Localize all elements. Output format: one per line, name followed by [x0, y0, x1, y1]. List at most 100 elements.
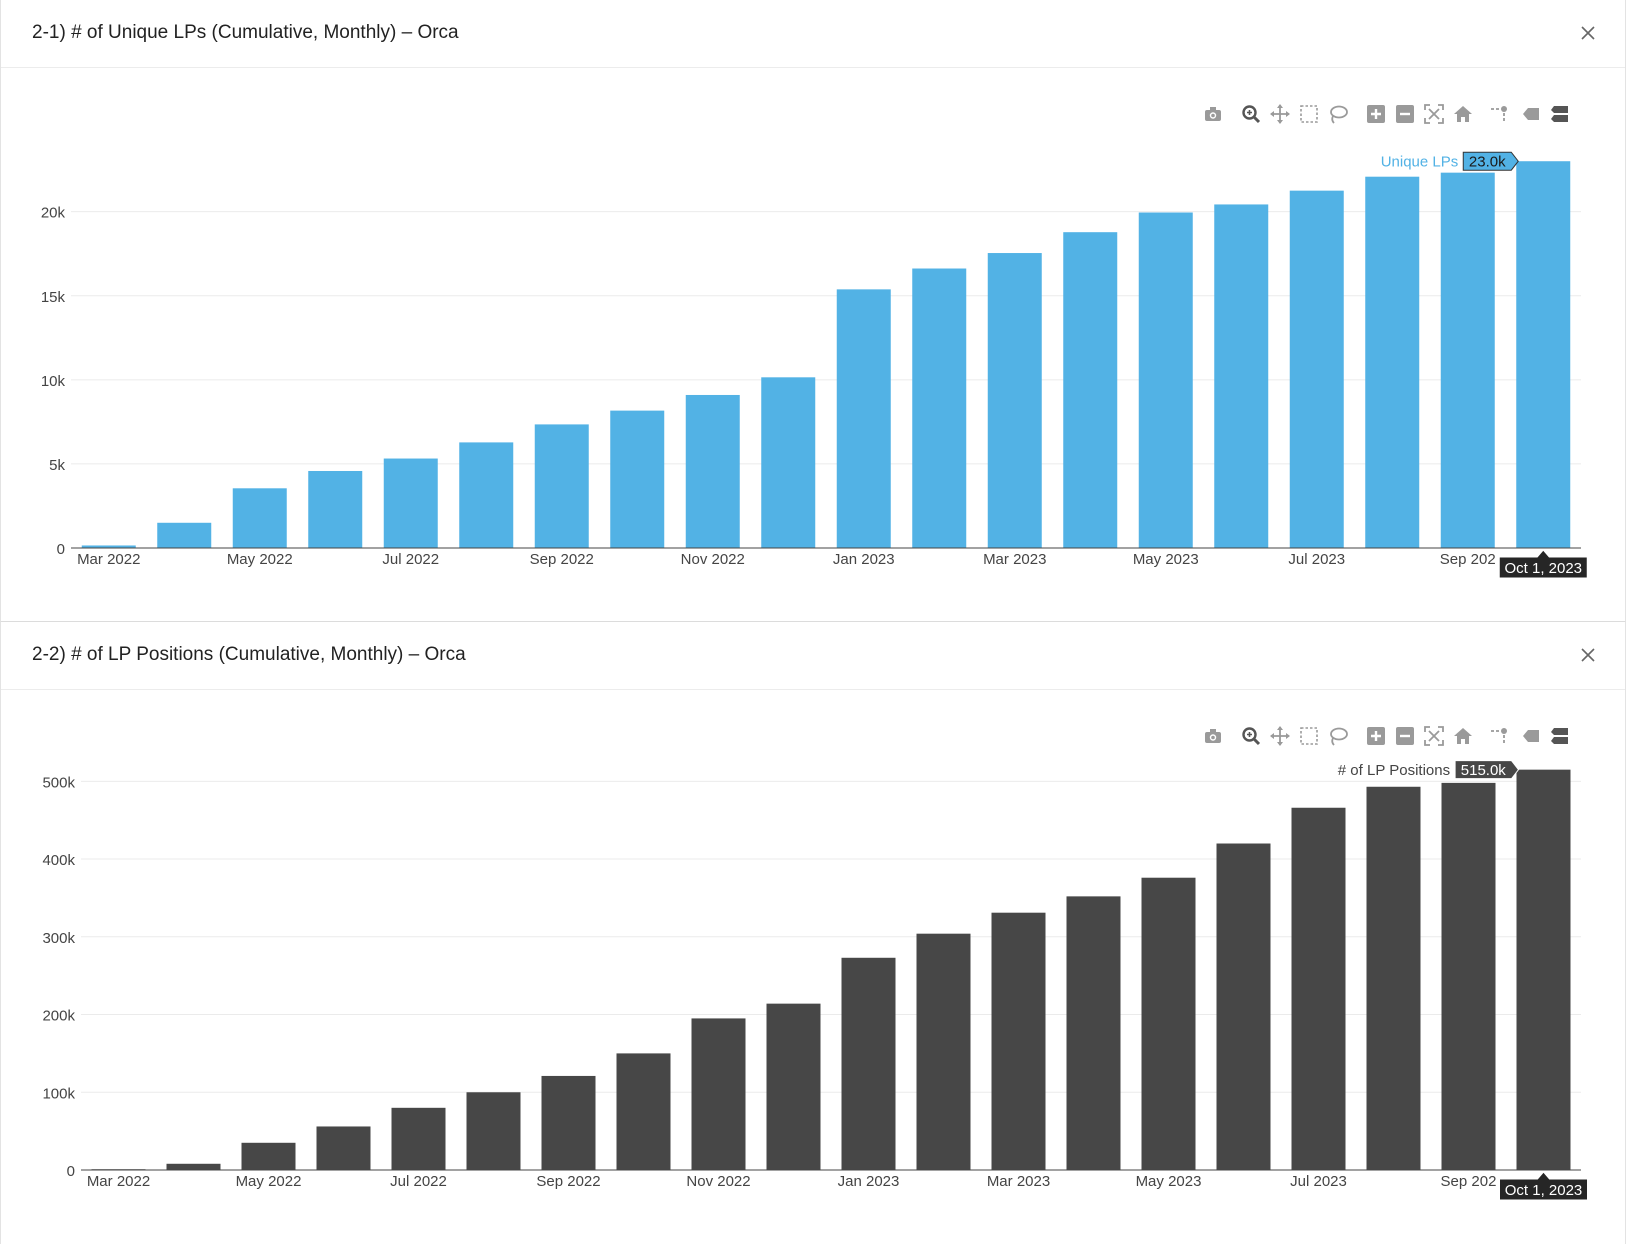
pan-icon[interactable] — [1269, 103, 1291, 125]
bar-nov-2022[interactable] — [691, 1018, 746, 1170]
autoscale-icon[interactable] — [1423, 725, 1445, 747]
hover-closest-icon[interactable] — [1519, 103, 1541, 125]
x-tick-label: Mar 2022 — [77, 551, 140, 568]
x-tick-label: Mar 2022 — [87, 1173, 150, 1190]
box-select-icon[interactable] — [1298, 725, 1320, 747]
bar-may-2022[interactable] — [241, 1142, 296, 1170]
y-tick-label: 15k — [41, 289, 66, 306]
bar-may-2022[interactable] — [232, 488, 287, 548]
bar-aug-2023[interactable] — [1366, 786, 1421, 1170]
bar-oct-2022[interactable] — [610, 410, 665, 548]
bar-nov-2022[interactable] — [685, 394, 740, 548]
panel-title: 2-1) # of Unique LPs (Cumulative, Monthl… — [32, 22, 459, 43]
y-tick-label: 20k — [41, 205, 66, 222]
y-tick-label: 200k — [42, 1008, 75, 1025]
reset-axes-icon[interactable] — [1452, 725, 1474, 747]
bar-aug-2022[interactable] — [459, 442, 514, 548]
y-tick-label: 0 — [67, 1163, 75, 1180]
x-tick-label: Sep 2022 — [536, 1173, 600, 1190]
hover-value: 515.0k — [1461, 762, 1507, 779]
x-tick-label: Sep 202 — [1441, 1173, 1497, 1190]
lasso-select-icon[interactable] — [1327, 725, 1349, 747]
lp-positions-bar-chart: 0 100k 200k 300k 400k 500k Mar 2022 May 2022 Jul… — [42, 760, 1588, 1201]
bar-jun-2023[interactable] — [1216, 843, 1271, 1170]
x-tick-label: Sep 202 — [1440, 551, 1496, 568]
close-icon[interactable] — [1577, 22, 1599, 44]
y-tick-label: 0 — [57, 541, 65, 558]
bar-oct-2022[interactable] — [616, 1053, 671, 1170]
bar-oct-2023[interactable] — [1516, 161, 1571, 548]
bar-sep-2023[interactable] — [1440, 172, 1495, 548]
x-tick-label: Jan 2023 — [838, 1173, 900, 1190]
autoscale-icon[interactable] — [1423, 103, 1445, 125]
unique-lps-bar-chart: 0 5k 10k 15k 20k Mar 2022 May 2022 Jul 2022 Sep … — [41, 151, 1588, 579]
bar-sep-2023[interactable] — [1441, 782, 1496, 1170]
y-tick-label: 300k — [42, 930, 75, 947]
hover-closest-icon[interactable] — [1519, 725, 1541, 747]
zoom-icon[interactable] — [1240, 725, 1262, 747]
x-tick-label: Sep 2022 — [530, 551, 594, 568]
hover-series-name: Unique LPs — [1381, 154, 1459, 171]
hover-x-label: Oct 1, 2023 — [1504, 560, 1582, 577]
panel-header: 2-1) # of Unique LPs (Cumulative, Monthl… — [1, 0, 1625, 68]
x-tick-label: Jan 2023 — [833, 551, 895, 568]
camera-icon[interactable] — [1202, 103, 1224, 125]
bar-feb-2023[interactable] — [916, 933, 971, 1170]
camera-icon[interactable] — [1202, 725, 1224, 747]
bar-jul-2023[interactable] — [1291, 807, 1346, 1170]
bar-apr-2022[interactable] — [157, 522, 212, 548]
zoom-in-icon[interactable] — [1365, 103, 1387, 125]
bar-sep-2022[interactable] — [534, 424, 589, 548]
hover-x-box — [1499, 1171, 1588, 1201]
y-tick-label: 500k — [42, 774, 75, 791]
bar-jul-2022[interactable] — [383, 458, 438, 548]
x-tick-label: May 2023 — [1133, 551, 1199, 568]
x-tick-label: May 2023 — [1136, 1173, 1202, 1190]
spike-lines-icon[interactable] — [1489, 103, 1511, 125]
bar-apr-2022[interactable] — [166, 1163, 221, 1170]
bar-dec-2022[interactable] — [761, 377, 816, 548]
bar-mar-2022[interactable] — [81, 545, 136, 548]
reset-axes-icon[interactable] — [1452, 103, 1474, 125]
hover-series-name: # of LP Positions — [1338, 762, 1450, 779]
hover-x-box — [1498, 549, 1588, 579]
bar-jun-2022[interactable] — [316, 1126, 371, 1170]
bar-dec-2022[interactable] — [766, 1003, 821, 1170]
bar-apr-2023[interactable] — [1063, 232, 1118, 548]
hover-compare-icon[interactable] — [1548, 725, 1570, 747]
y-tick-label: 5k — [49, 457, 65, 474]
zoom-out-icon[interactable] — [1394, 725, 1416, 747]
bar-jul-2022[interactable] — [391, 1107, 446, 1170]
hover-compare-icon[interactable] — [1548, 103, 1570, 125]
panel-header: 2-2) # of LP Positions (Cumulative, Mont… — [1, 622, 1625, 690]
bar-may-2023[interactable] — [1138, 212, 1193, 548]
chart-panel-lp-positions: 2-2) # of LP Positions (Cumulative, Mont… — [0, 622, 1626, 1244]
bar-jun-2023[interactable] — [1214, 204, 1269, 548]
bar-may-2023[interactable] — [1141, 877, 1196, 1170]
y-tick-label: 10k — [41, 373, 66, 390]
box-select-icon[interactable] — [1298, 103, 1320, 125]
zoom-out-icon[interactable] — [1394, 103, 1416, 125]
bar-mar-2023[interactable] — [991, 912, 1046, 1170]
bar-feb-2023[interactable] — [912, 268, 967, 548]
zoom-in-icon[interactable] — [1365, 725, 1387, 747]
zoom-icon[interactable] — [1240, 103, 1262, 125]
bar-jan-2023[interactable] — [841, 957, 896, 1170]
bar-jul-2023[interactable] — [1289, 190, 1344, 548]
chart-panel-unique-lps: 2-1) # of Unique LPs (Cumulative, Monthl… — [0, 0, 1626, 622]
bar-oct-2023[interactable] — [1516, 769, 1571, 1170]
x-tick-label: Jul 2023 — [1290, 1173, 1347, 1190]
x-tick-label: Jul 2023 — [1288, 551, 1345, 568]
bar-jan-2023[interactable] — [836, 289, 891, 548]
lasso-select-icon[interactable] — [1327, 103, 1349, 125]
pan-icon[interactable] — [1269, 725, 1291, 747]
spike-lines-icon[interactable] — [1489, 725, 1511, 747]
bar-mar-2023[interactable] — [987, 253, 1042, 548]
x-tick-label: May 2022 — [227, 551, 293, 568]
bar-aug-2023[interactable] — [1365, 176, 1420, 549]
bar-apr-2023[interactable] — [1066, 896, 1121, 1170]
bar-sep-2022[interactable] — [541, 1075, 596, 1170]
close-icon[interactable] — [1577, 644, 1599, 666]
bar-jun-2022[interactable] — [308, 470, 363, 548]
bar-aug-2022[interactable] — [466, 1092, 521, 1170]
